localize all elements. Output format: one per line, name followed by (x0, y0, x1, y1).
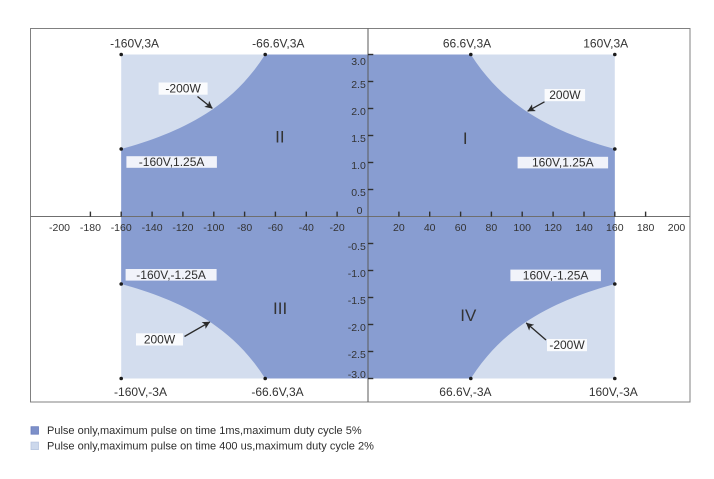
svg-text:-200W: -200W (549, 338, 585, 352)
svg-text:-20: -20 (330, 222, 345, 234)
svg-text:160V,-3A: 160V,-3A (589, 385, 638, 399)
svg-text:-66.6V,3A: -66.6V,3A (251, 385, 303, 399)
svg-text:III: III (273, 299, 287, 318)
svg-text:-40: -40 (299, 222, 314, 234)
svg-text:-3.0: -3.0 (348, 369, 366, 381)
svg-text:160V,1.25A: 160V,1.25A (532, 156, 594, 170)
svg-text:66.6V,3A: 66.6V,3A (443, 37, 491, 51)
svg-text:66.6V,-3A: 66.6V,-3A (439, 385, 491, 399)
svg-text:160V,-1.25A: 160V,-1.25A (523, 269, 589, 283)
svg-text:1.5: 1.5 (351, 133, 366, 145)
svg-text:-160V,-1.25A: -160V,-1.25A (136, 268, 206, 282)
svg-text:60: 60 (455, 222, 467, 234)
svg-text:-120: -120 (172, 222, 193, 234)
svg-text:160V,3A: 160V,3A (583, 37, 628, 51)
svg-text:-2.5: -2.5 (348, 349, 366, 361)
svg-text:-160V,-3A: -160V,-3A (114, 385, 167, 399)
svg-text:-2.0: -2.0 (348, 322, 366, 334)
svg-text:Pulse only,maximum pulse on ti: Pulse only,maximum pulse on time 400 us,… (47, 440, 374, 452)
svg-text:3.0: 3.0 (351, 56, 366, 68)
svg-text:-0.5: -0.5 (348, 241, 366, 253)
svg-text:-1.0: -1.0 (348, 268, 366, 280)
svg-text:200W: 200W (549, 88, 581, 102)
svg-text:120: 120 (544, 222, 562, 234)
svg-text:-60: -60 (268, 222, 283, 234)
svg-text:-200W: -200W (165, 82, 201, 96)
svg-text:100: 100 (513, 222, 531, 234)
svg-text:-140: -140 (142, 222, 163, 234)
svg-text:200: 200 (668, 222, 686, 234)
svg-text:80: 80 (486, 222, 498, 234)
svg-text:-160V,3A: -160V,3A (110, 37, 159, 51)
svg-text:-180: -180 (80, 222, 101, 234)
svg-text:180: 180 (637, 222, 655, 234)
svg-text:Pulse only,maximum pulse on ti: Pulse only,maximum pulse on time 1ms,max… (47, 425, 362, 437)
svg-text:-1.5: -1.5 (348, 295, 366, 307)
svg-text:20: 20 (393, 222, 405, 234)
svg-text:-160V,1.25A: -160V,1.25A (139, 155, 205, 169)
svg-text:40: 40 (424, 222, 436, 234)
svg-text:I: I (463, 129, 468, 148)
svg-text:160: 160 (606, 222, 624, 234)
svg-text:-200: -200 (49, 222, 70, 234)
svg-text:-66.6V,3A: -66.6V,3A (252, 37, 304, 51)
svg-text:0.5: 0.5 (351, 187, 366, 199)
svg-text:2.5: 2.5 (351, 79, 366, 91)
svg-text:-80: -80 (237, 222, 252, 234)
svg-text:-160: -160 (111, 222, 132, 234)
svg-text:2.0: 2.0 (351, 106, 366, 118)
svg-text:200W: 200W (144, 333, 176, 347)
svg-text:0: 0 (357, 205, 363, 217)
svg-text:IV: IV (460, 306, 477, 325)
svg-text:140: 140 (575, 222, 593, 234)
svg-text:-100: -100 (203, 222, 224, 234)
svg-text:II: II (275, 127, 284, 146)
svg-text:1.0: 1.0 (351, 160, 366, 172)
